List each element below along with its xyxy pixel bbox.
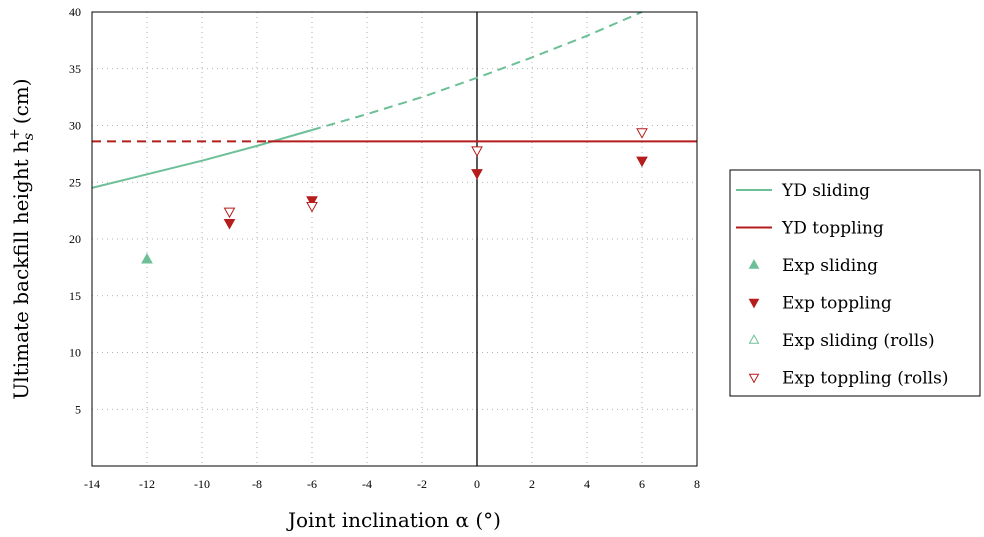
y-tick-label: 15 bbox=[69, 289, 81, 303]
legend-label: YD toppling bbox=[781, 219, 884, 239]
data-point bbox=[306, 201, 318, 213]
legend-label: YD sliding bbox=[781, 181, 870, 201]
x-tick-label: -4 bbox=[362, 477, 372, 491]
y-tick-label: 5 bbox=[75, 402, 81, 416]
series-exp-toppling-rolls bbox=[223, 128, 648, 219]
data-point bbox=[471, 146, 483, 157]
legend-swatch-marker bbox=[748, 373, 760, 384]
legend-swatch-marker bbox=[748, 259, 760, 269]
x-tick-label: 0 bbox=[474, 477, 480, 491]
y-tick-label: 35 bbox=[69, 62, 81, 76]
x-tick-label: 6 bbox=[639, 477, 645, 491]
legend-label: Exp toppling (rolls) bbox=[782, 369, 948, 389]
data-point bbox=[223, 219, 236, 230]
x-tick-label: -8 bbox=[252, 477, 262, 491]
legend-box bbox=[729, 169, 981, 397]
series-exp-toppling bbox=[223, 156, 648, 230]
legend: YD sliding YD toppling Exp sliding Exp topp… bbox=[729, 169, 981, 397]
x-axis-title: Joint inclination α (°) bbox=[286, 508, 501, 532]
legend-label: Exp sliding bbox=[782, 256, 878, 276]
series-yd-sliding bbox=[91, 11, 643, 189]
legend-item: YD toppling bbox=[736, 219, 884, 239]
series bbox=[91, 11, 697, 264]
y-axis-title-subscript: s bbox=[21, 133, 37, 140]
data-point bbox=[636, 128, 648, 139]
legend-item: Exp toppling bbox=[748, 294, 892, 314]
legend-item: Exp sliding bbox=[748, 256, 878, 276]
y-axis-title-unit: (cm) bbox=[9, 78, 33, 124]
y-tick-label: 25 bbox=[69, 175, 81, 189]
series-line-solid bbox=[91, 129, 313, 189]
data-point bbox=[223, 207, 236, 219]
y-axis-title-superscript: + bbox=[7, 128, 23, 140]
y-tick-label: 30 bbox=[69, 119, 81, 133]
legend-item: YD sliding bbox=[736, 181, 870, 201]
series-exp-sliding bbox=[141, 253, 153, 264]
data-point bbox=[141, 253, 153, 264]
legend-swatch-marker bbox=[748, 334, 760, 344]
y-tick-label: 20 bbox=[69, 232, 81, 246]
legend-item: Exp sliding (rolls) bbox=[748, 331, 935, 351]
y-tick-label: 40 bbox=[69, 5, 81, 19]
x-tick-label: 2 bbox=[529, 477, 535, 491]
x-tick-label: -14 bbox=[84, 477, 100, 491]
tick-labels: -14 -12 -10 -8 -6 -4 -2 0 2 4 6 8 5 10 15 20 25 30 35 40 bbox=[69, 5, 700, 491]
legend-label: Exp sliding (rolls) bbox=[782, 331, 935, 351]
legend-swatch-marker bbox=[748, 298, 760, 309]
x-tick-label: 4 bbox=[584, 477, 590, 491]
grid bbox=[92, 12, 697, 466]
y-tick-label: 10 bbox=[69, 346, 81, 360]
y-axis-title-main: Ultimate backfill height h bbox=[9, 140, 33, 400]
x-tick-label: -10 bbox=[194, 477, 210, 491]
x-tick-label: -6 bbox=[307, 477, 317, 491]
plot-frame bbox=[91, 11, 698, 467]
data-point bbox=[306, 196, 318, 207]
series-line-dashed bbox=[311, 11, 643, 131]
x-tick-label: -12 bbox=[139, 477, 155, 491]
y-axis-title: Ultimate backfill height hs+ (cm) bbox=[7, 78, 37, 399]
data-point bbox=[471, 169, 483, 180]
x-tick-label: -2 bbox=[417, 477, 427, 491]
data-point bbox=[636, 156, 648, 168]
x-tick-label: 8 bbox=[694, 477, 700, 491]
legend-label: Exp toppling bbox=[782, 294, 892, 314]
legend-item: Exp toppling (rolls) bbox=[748, 369, 948, 389]
